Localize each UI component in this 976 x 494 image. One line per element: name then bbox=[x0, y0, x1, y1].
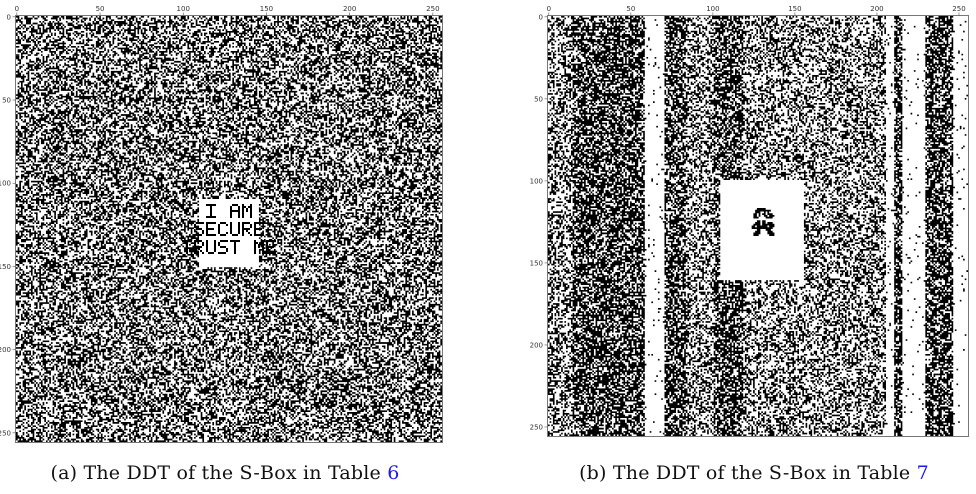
ddt-heatmap-b: 0 50 100 150 200 250 0 50 100 150 200 250 bbox=[530, 5, 969, 437]
heatmap-cells bbox=[548, 16, 968, 436]
x-tick-label: 0 bbox=[15, 5, 19, 13]
embedded-text-line bbox=[206, 204, 252, 219]
ddt-heatmap-a: 0 50 100 150 200 250 0 50 100 150 200 250 bbox=[0, 5, 443, 443]
x-tick-label: 150 bbox=[788, 5, 801, 13]
y-tick-label: 250 bbox=[530, 423, 543, 431]
table-ref-link[interactable]: 6 bbox=[387, 462, 400, 484]
x-tick-label: 0 bbox=[547, 5, 551, 13]
y-tick-label: 150 bbox=[0, 263, 11, 271]
x-tick-label: 250 bbox=[952, 5, 965, 13]
y-tick-label: 0 bbox=[539, 13, 543, 21]
figure-panel-b: 0 50 100 150 200 250 0 50 100 150 200 250 (b) The D… bbox=[530, 0, 976, 494]
y-tick-label: 100 bbox=[530, 177, 543, 185]
x-tick-label: 50 bbox=[626, 5, 635, 13]
caption-a: (a) The DDT of the S-Box in Table 6 bbox=[0, 462, 450, 484]
mario-sprite-icon bbox=[751, 207, 775, 236]
embedded-text-line bbox=[194, 222, 264, 237]
heatmap-cells bbox=[16, 16, 442, 442]
x-tick-label: 150 bbox=[260, 5, 273, 13]
x-tick-label: 100 bbox=[706, 5, 719, 13]
x-tick-label: 50 bbox=[96, 5, 105, 13]
caption-a-text: (a) The DDT of the S-Box in Table bbox=[50, 462, 388, 484]
x-tick-label: 100 bbox=[177, 5, 190, 13]
caption-b: (b) The DDT of the S-Box in Table 7 bbox=[532, 462, 976, 484]
y-tick-label: 250 bbox=[0, 429, 11, 437]
caption-b-text: (b) The DDT of the S-Box in Table bbox=[579, 462, 917, 484]
x-tick-label: 200 bbox=[870, 5, 883, 13]
embedded-message bbox=[182, 204, 276, 255]
y-tick-label: 0 bbox=[7, 13, 11, 21]
y-tick-label: 50 bbox=[2, 97, 11, 105]
y-tick-label: 50 bbox=[534, 95, 543, 103]
x-tick-label: 200 bbox=[343, 5, 356, 13]
embedded-text-line bbox=[182, 240, 276, 255]
x-tick-label: 250 bbox=[426, 5, 439, 13]
heatmap-nonzero-entries bbox=[16, 16, 442, 442]
table-ref-link[interactable]: 7 bbox=[916, 462, 929, 484]
y-tick-label: 150 bbox=[530, 259, 543, 267]
figure-panel-a: 0 50 100 150 200 250 0 50 100 150 200 250 (a) The D… bbox=[0, 0, 450, 494]
y-tick-label: 100 bbox=[0, 180, 11, 188]
y-tick-label: 200 bbox=[0, 346, 11, 354]
y-tick-label: 200 bbox=[530, 341, 543, 349]
heatmap-nonzero-entries bbox=[548, 16, 968, 436]
